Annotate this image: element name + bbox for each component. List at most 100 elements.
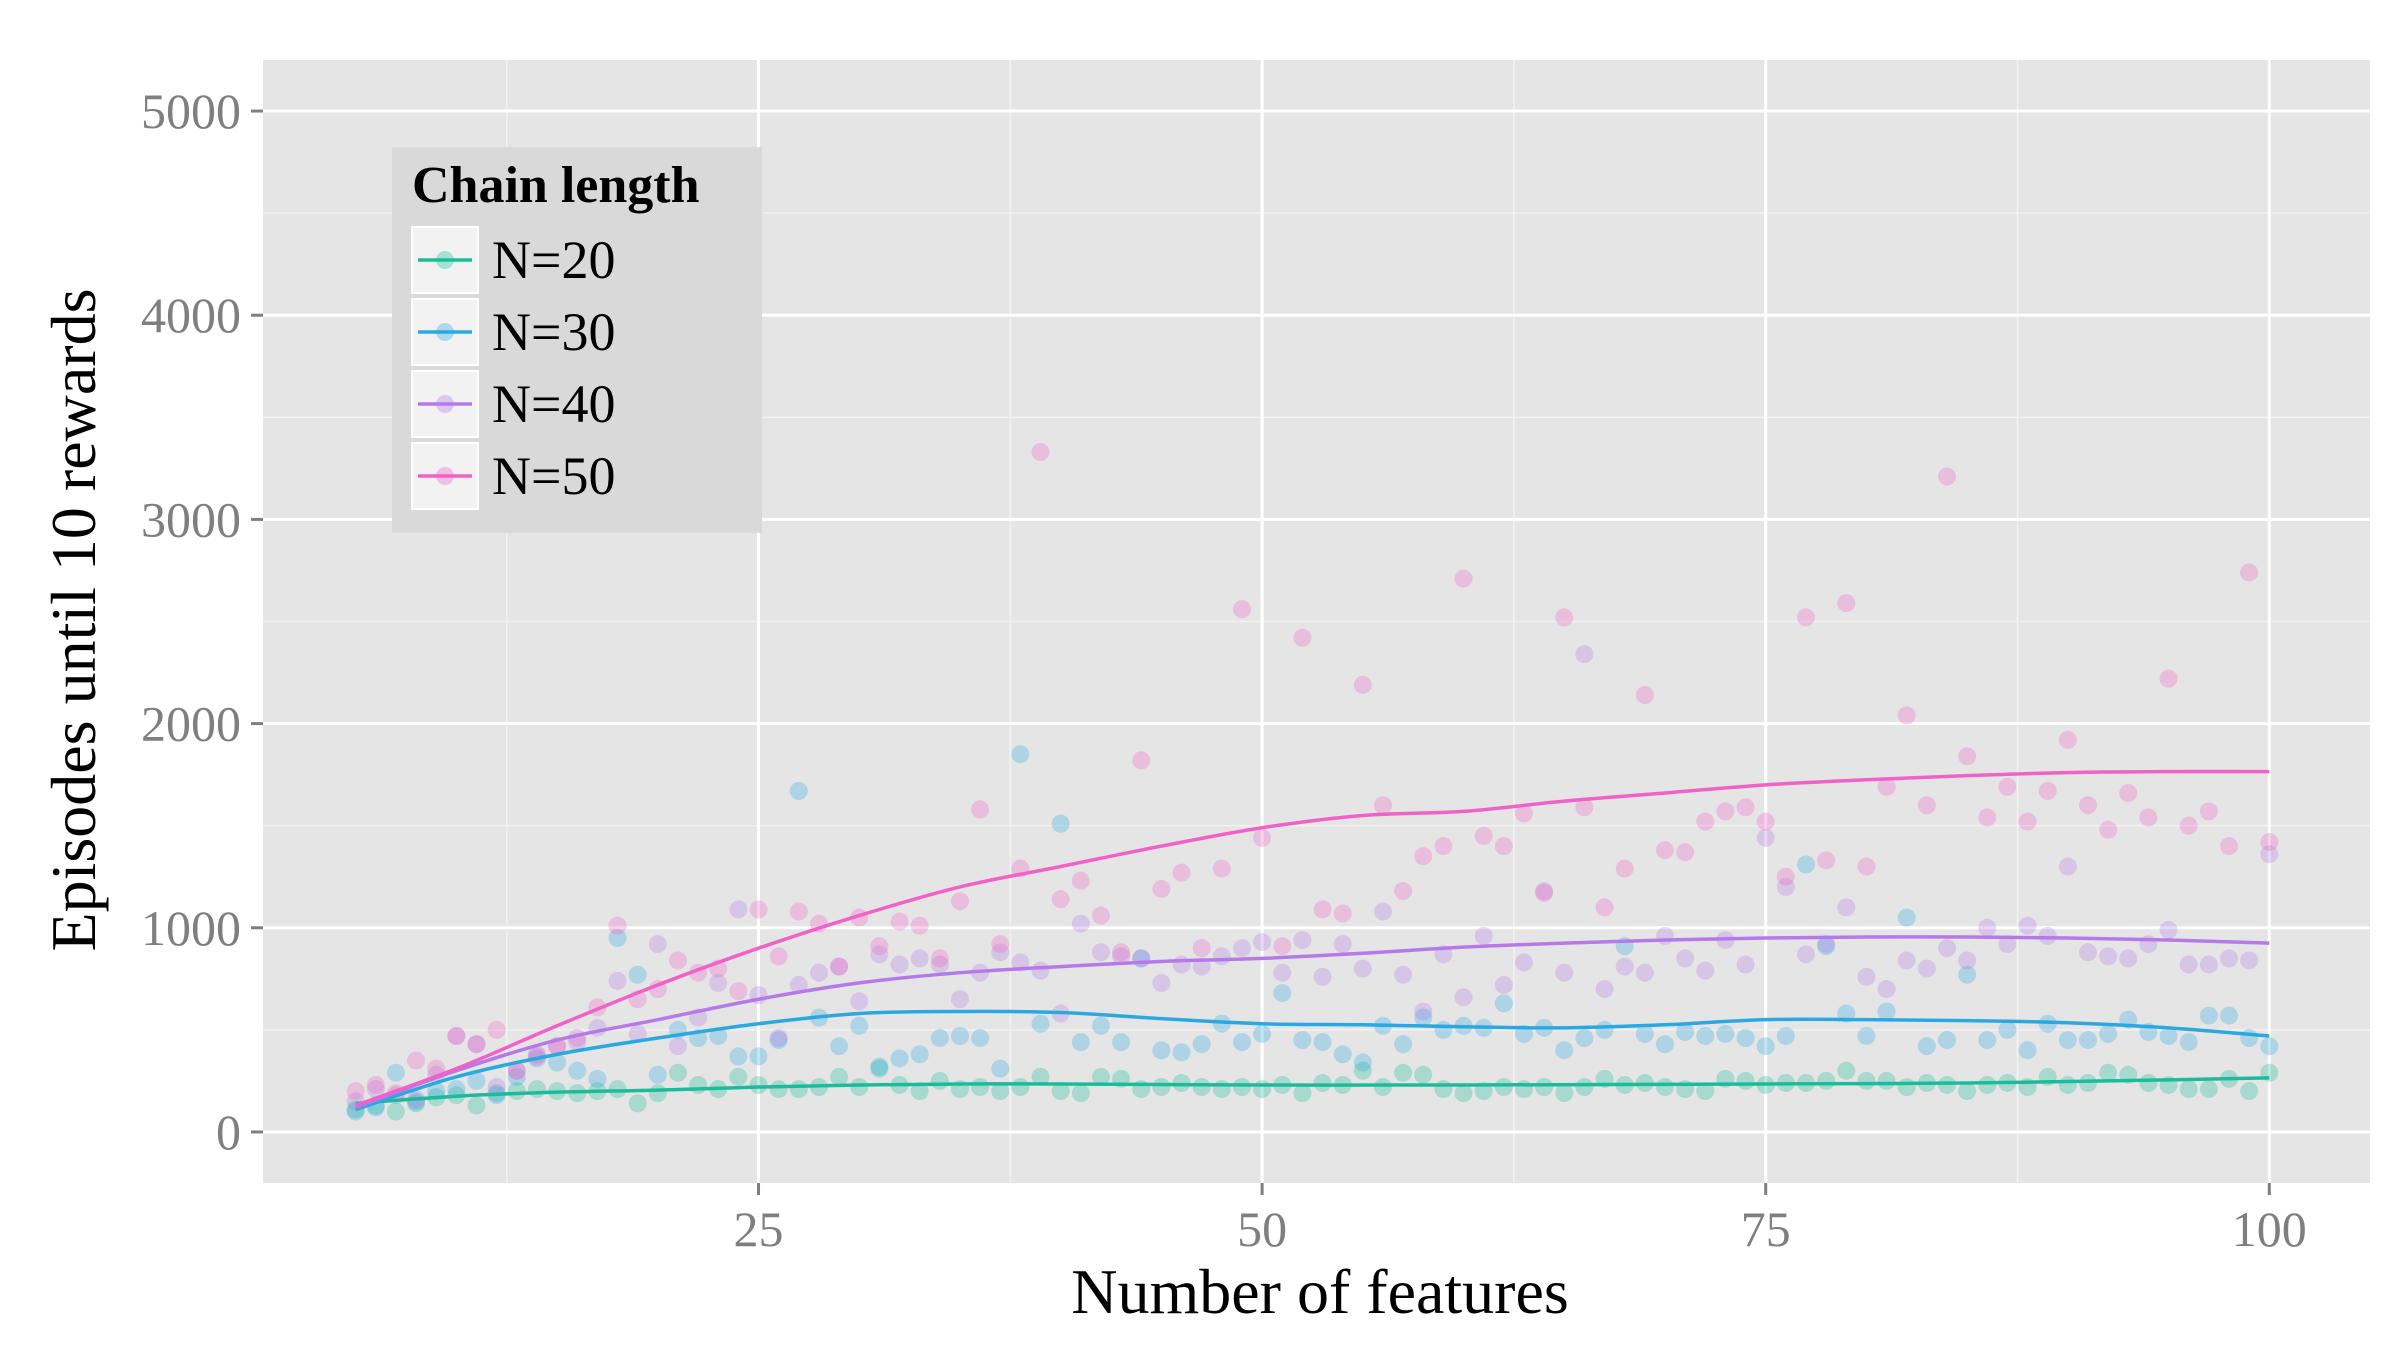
data-point-series-3 — [2058, 857, 2077, 876]
data-point-series-4 — [1454, 569, 1473, 588]
data-point-series-4 — [1796, 608, 1815, 627]
data-point-series-3 — [1958, 951, 1977, 970]
legend-key-point — [436, 251, 454, 269]
x-tick-label: 50 — [1237, 1201, 1287, 1257]
data-point-series-2 — [1817, 937, 1836, 956]
data-point-series-1 — [628, 1094, 647, 1113]
data-point-series-4 — [1152, 879, 1171, 898]
data-point-series-3 — [1776, 877, 1795, 896]
data-point-series-2 — [1333, 1045, 1352, 1064]
data-point-series-4 — [1253, 828, 1272, 847]
data-point-series-3 — [2038, 926, 2057, 945]
legend-label: N=40 — [492, 374, 615, 434]
data-point-series-2 — [467, 1071, 486, 1090]
data-point-series-2 — [1112, 1033, 1131, 1052]
data-point-series-3 — [1877, 980, 1896, 999]
data-point-series-3 — [2219, 949, 2238, 968]
data-point-series-3 — [1575, 645, 1594, 664]
data-point-series-2 — [1635, 1024, 1654, 1043]
data-point-series-2 — [2260, 1037, 2279, 1056]
data-point-series-2 — [386, 1063, 405, 1082]
data-point-series-1 — [1192, 1078, 1211, 1097]
data-point-series-1 — [386, 1102, 405, 1121]
data-point-series-3 — [1897, 951, 1916, 970]
data-point-series-2 — [830, 1037, 849, 1056]
data-point-series-2 — [447, 1080, 466, 1099]
data-point-series-2 — [1494, 994, 1513, 1013]
data-point-series-4 — [950, 892, 969, 911]
data-point-series-1 — [1031, 1067, 1050, 1086]
data-point-series-4 — [1192, 939, 1211, 958]
data-point-series-3 — [1172, 955, 1191, 974]
data-point-series-1 — [527, 1080, 546, 1099]
data-point-series-4 — [1091, 906, 1110, 925]
data-point-series-4 — [1373, 796, 1392, 815]
data-point-series-3 — [2199, 955, 2218, 974]
data-point-series-4 — [1535, 884, 1554, 903]
data-point-series-1 — [507, 1082, 526, 1101]
data-point-series-4 — [870, 937, 889, 956]
data-point-series-4 — [2099, 820, 2118, 839]
legend-label: N=20 — [492, 230, 615, 290]
data-point-series-1 — [910, 1082, 929, 1101]
data-point-series-2 — [1152, 1041, 1171, 1060]
trend-line-series-2 — [355, 1009, 2270, 1112]
data-point-series-1 — [1394, 1063, 1413, 1082]
data-point-series-4 — [1655, 841, 1674, 860]
data-point-series-4 — [1756, 812, 1775, 831]
data-point-series-2 — [1414, 1008, 1433, 1027]
data-point-series-2 — [850, 1016, 869, 1035]
data-point-series-4 — [407, 1051, 426, 1070]
data-point-series-1 — [1877, 1071, 1896, 1090]
data-point-series-1 — [1454, 1084, 1473, 1103]
data-point-series-3 — [487, 1078, 506, 1097]
data-point-series-1 — [1353, 1061, 1372, 1080]
data-point-series-1 — [1212, 1080, 1231, 1099]
data-point-series-4 — [890, 912, 909, 931]
data-point-series-2 — [1676, 1022, 1695, 1041]
data-point-series-2 — [1575, 1029, 1594, 1048]
data-point-series-1 — [1736, 1071, 1755, 1090]
data-point-series-2 — [1232, 1033, 1251, 1052]
data-point-series-4 — [1172, 863, 1191, 882]
data-point-series-3 — [1333, 935, 1352, 954]
data-point-series-1 — [2179, 1080, 2198, 1099]
data-point-series-4 — [1031, 443, 1050, 462]
data-point-series-3 — [608, 971, 627, 990]
data-point-series-3 — [890, 955, 909, 974]
data-point-series-3 — [1132, 949, 1151, 968]
data-point-series-2 — [648, 1065, 667, 1084]
data-point-series-4 — [1414, 847, 1433, 866]
data-point-series-1 — [1494, 1078, 1513, 1097]
data-point-series-4 — [1615, 859, 1634, 878]
data-point-series-4 — [1776, 867, 1795, 886]
data-point-series-1 — [1897, 1078, 1916, 1097]
data-point-series-3 — [1353, 959, 1372, 978]
data-point-series-2 — [749, 1047, 768, 1066]
data-point-series-2 — [930, 1029, 949, 1048]
data-point-series-2 — [910, 1045, 929, 1064]
data-point-series-3 — [2099, 947, 2118, 966]
data-point-series-4 — [1877, 777, 1896, 796]
data-point-series-1 — [1313, 1073, 1332, 1092]
data-point-series-2 — [2058, 1031, 2077, 1050]
data-point-series-1 — [467, 1096, 486, 1115]
data-point-series-4 — [1232, 600, 1251, 619]
data-point-series-2 — [1555, 1041, 1574, 1060]
data-point-series-4 — [2078, 796, 2097, 815]
data-point-series-2 — [870, 1057, 889, 1076]
data-point-series-2 — [1313, 1033, 1332, 1052]
data-point-series-4 — [2119, 784, 2138, 803]
data-point-series-2 — [1192, 1035, 1211, 1054]
data-point-series-1 — [1958, 1082, 1977, 1101]
y-axis-title: Episodes until 10 rewards — [38, 289, 109, 952]
data-point-series-3 — [1998, 935, 2017, 954]
data-point-series-2 — [1917, 1037, 1936, 1056]
data-point-series-4 — [1333, 904, 1352, 923]
data-point-series-1 — [1978, 1075, 1997, 1094]
data-point-series-1 — [1011, 1078, 1030, 1097]
data-point-series-3 — [2119, 949, 2138, 968]
y-tick-label: 1000 — [141, 900, 241, 956]
data-point-series-3 — [1212, 947, 1231, 966]
data-point-series-2 — [2078, 1031, 2097, 1050]
